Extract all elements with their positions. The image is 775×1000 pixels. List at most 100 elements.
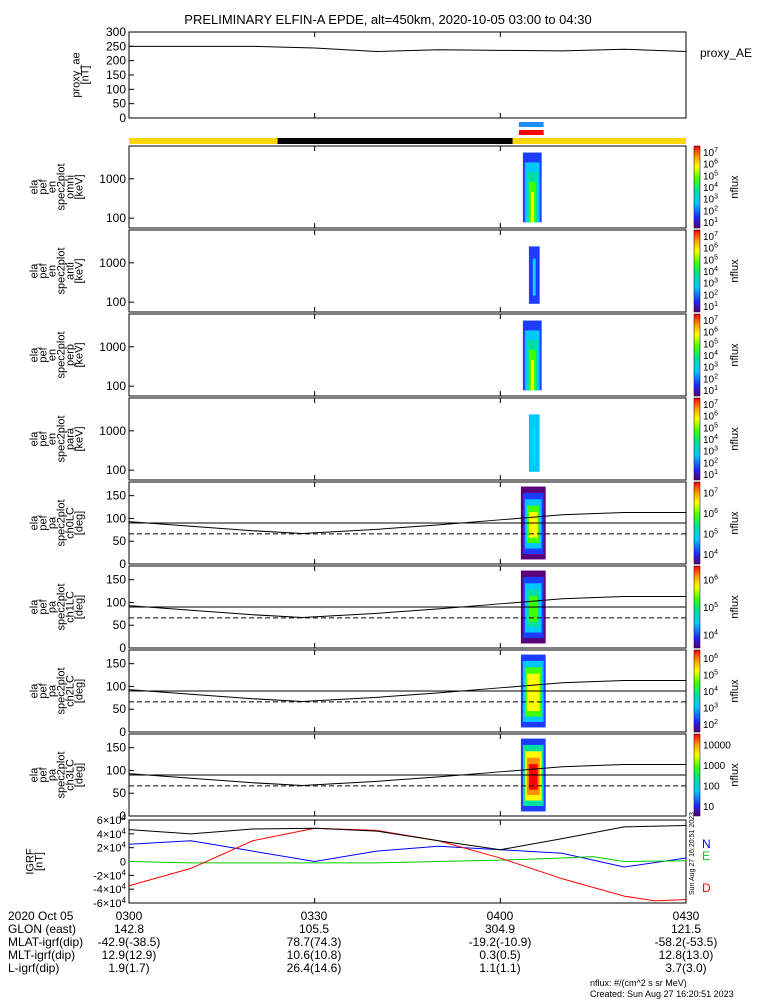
ephem-value: 304.9 [485, 922, 515, 936]
igrf-series-line [128, 827, 687, 902]
ephem-value: 78.7(74.3) [287, 935, 342, 949]
panel-ylabel-line: perp [65, 344, 77, 366]
colorbar-tick: 100 [703, 781, 720, 792]
panel-ylabel-line: [deg] [74, 511, 86, 535]
flux-patch [532, 426, 536, 464]
igrf-series-label: N [702, 837, 711, 851]
ephem-date-label: 2020 Oct 05 [8, 909, 74, 923]
igrf-series-line [128, 840, 687, 868]
pitch-ytick: 50 [113, 618, 127, 632]
igrf-ytick: 6×104 [97, 813, 127, 827]
status-segment [129, 138, 278, 144]
panel-content [128, 45, 687, 902]
colorbar-tick: 106 [703, 508, 718, 520]
pitch-ytick: 0 [119, 557, 126, 571]
pitch-ytick: 100 [106, 595, 126, 609]
colorbar-label: nflux [729, 679, 741, 703]
panel-ylabel-line: en [47, 265, 59, 277]
panel-ylabel-line: en [47, 181, 59, 193]
ephem-value: 142.8 [114, 922, 144, 936]
ephem-value: -58.2(-53.5) [655, 935, 718, 949]
ephem-tick-0300: 0300 [116, 909, 143, 923]
legend-proxy-ae: proxy_AE [700, 46, 752, 60]
ephem-value: 0.3(0.5) [479, 948, 520, 962]
colorbar-tick: 101 [703, 301, 718, 313]
ephem-tick-0330: 0330 [301, 909, 328, 923]
colorbar-tick: 104 [703, 350, 718, 362]
marker-bar [518, 130, 544, 135]
loss-cone-line [128, 764, 686, 786]
colorbar-tick: 101 [703, 217, 718, 229]
colorbar-tick: 103 [703, 278, 718, 290]
colorbar-label: nflux [729, 259, 741, 283]
panel-ylabel-line: [deg] [74, 763, 86, 787]
panel-ylabel-line: [deg] [74, 679, 86, 703]
flux-patch [530, 359, 534, 391]
colorbar-tick: 104 [703, 686, 718, 698]
status-segment [277, 138, 513, 144]
pitch-colorbar [693, 649, 701, 733]
colorbar-tick: 102 [703, 205, 718, 217]
igrf-ylabel: IGRF[nT] [25, 848, 46, 875]
ephem-tick-0400: 0400 [487, 909, 514, 923]
colorbar-tick: 106 [703, 411, 718, 423]
pitch-ytick: 50 [113, 702, 127, 716]
spectrogram-ytick: 100 [106, 379, 126, 393]
spectrogram-colorbar [693, 397, 701, 481]
spectrogram-ytick: 1000 [99, 340, 126, 354]
panel-ylabel-line: spec2plot [56, 667, 68, 714]
colorbar-tick: 105 [703, 170, 718, 182]
colorbar-tick: 10 [703, 802, 715, 813]
colorbar-tick: 105 [703, 338, 718, 350]
panel-ylabel-line: pef [38, 346, 50, 362]
ae-ytick: 300 [106, 25, 126, 39]
panel-ylabel-line: [nT] [34, 852, 46, 871]
colorbar-tick: 10000 [703, 740, 731, 751]
colorbar-tick: 103 [703, 702, 718, 714]
spectrogram-colorbar [693, 145, 701, 229]
panel-ylabel-line: anti [65, 262, 77, 280]
pitch-ytick: 0 [119, 809, 126, 823]
pitch-ytick: 50 [113, 534, 127, 548]
panel-ylabel-line: ch3LC [65, 759, 77, 791]
panel-ylabel-line: pef [38, 682, 50, 698]
colorbar-tick: 105 [703, 670, 718, 682]
colorbar-tick: 1000 [703, 761, 726, 772]
loss-cone-line [128, 596, 686, 618]
colorbar-tick: 103 [703, 446, 718, 458]
flux-patch [530, 191, 534, 223]
colorbar-label: nflux [729, 595, 741, 619]
colorbar-label: nflux [729, 343, 741, 367]
panel-ylabel-line: [deg] [74, 595, 86, 619]
spectrogram-frame-1 [128, 229, 687, 313]
pitch-colorbar [693, 481, 701, 565]
spectrogram-colorbar [693, 229, 701, 313]
colorbar-tick: 105 [703, 528, 718, 540]
ae-ylabel: proxy_ae[nT] [71, 52, 92, 97]
colorbar-tick: 104 [703, 549, 718, 561]
colorbar-tick: 104 [703, 629, 718, 641]
colorbar-tick: 104 [703, 434, 718, 446]
colorbar-tick: 105 [703, 602, 718, 614]
colorbar-tick: 102 [703, 457, 718, 469]
ephem-value: 12.9(12.9) [102, 948, 157, 962]
panel-ylabel-line: para [65, 427, 77, 450]
footer-units: nflux: #/(cm^2 s sr MeV) [590, 978, 687, 988]
panel-frames [128, 31, 701, 904]
pitch-flux-patch [528, 596, 538, 622]
panel-ylabel-line: ela [29, 767, 41, 783]
spectrogram-colorbar [693, 313, 701, 397]
panel-ylabel-line: spec2plot [56, 163, 68, 210]
panel-ylabel-line: pef [38, 598, 50, 614]
pitch-colorbar [693, 733, 701, 817]
panel-ylabel-line: pef [38, 178, 50, 194]
panel-ylabel-line: ela [29, 179, 41, 195]
panel-ylabel-line: spec2plot [56, 331, 68, 378]
ae-ytick: 200 [106, 54, 126, 68]
igrf-series-line [128, 825, 687, 851]
pitch-ytick: 50 [113, 786, 127, 800]
colorbar-label: nflux [729, 427, 741, 451]
